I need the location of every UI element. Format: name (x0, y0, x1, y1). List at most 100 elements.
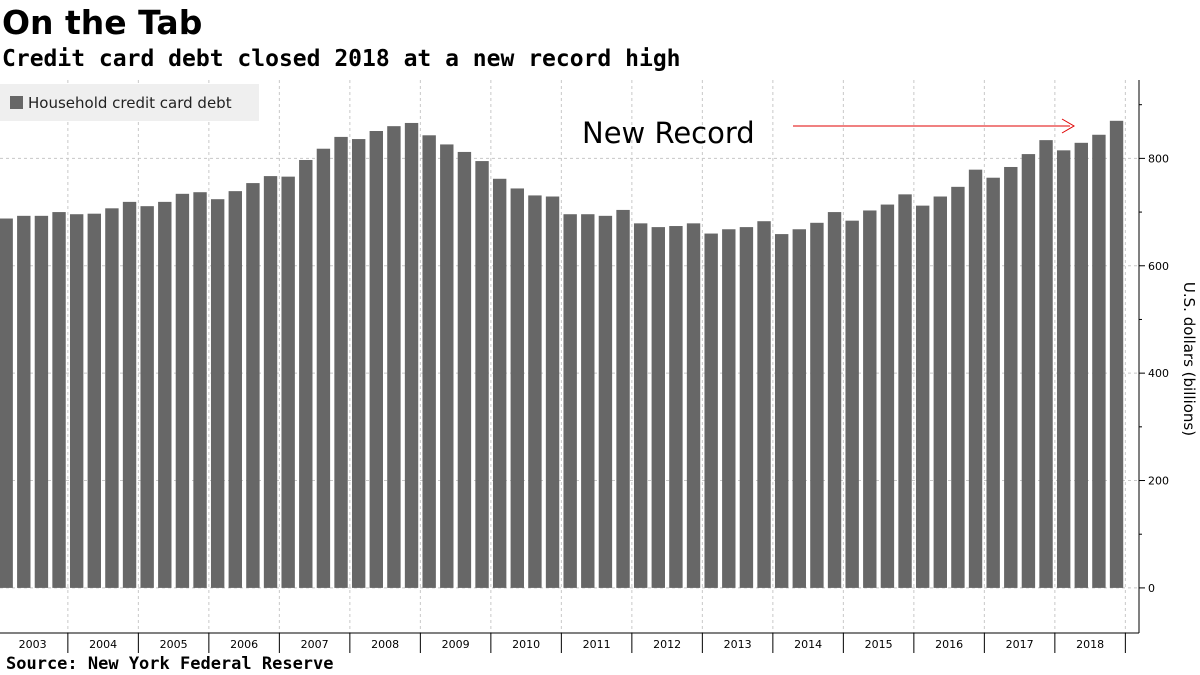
bar (457, 151, 472, 588)
x-tick-label: 2008 (371, 638, 399, 651)
legend: Household credit card debt (0, 84, 259, 121)
x-tick-label: 2004 (89, 638, 117, 651)
bar (299, 159, 313, 588)
bar (757, 221, 771, 588)
bar (17, 215, 31, 588)
bar (52, 212, 66, 588)
annotation: New Record (582, 116, 1075, 150)
bar (915, 205, 930, 588)
bar (510, 188, 524, 588)
x-tick-label: 2016 (935, 638, 963, 651)
bar (1021, 154, 1036, 588)
bar (845, 220, 859, 588)
bar (651, 227, 665, 588)
bar (792, 229, 806, 588)
bar (933, 196, 947, 588)
bar (598, 215, 613, 588)
bar (880, 204, 895, 588)
bar (492, 178, 507, 588)
bar (69, 214, 84, 588)
bar (422, 135, 436, 588)
x-tick-label: 2009 (442, 638, 470, 651)
bar (246, 183, 260, 588)
bar (898, 194, 912, 588)
bar (810, 222, 824, 588)
bar (1039, 140, 1053, 588)
y-tick-label: 400 (1148, 367, 1169, 380)
bar (351, 139, 366, 588)
bar (404, 122, 419, 588)
annotation-text: New Record (582, 116, 755, 150)
bar (827, 212, 842, 588)
bar (528, 195, 542, 588)
annotation-arrowhead-icon (1061, 118, 1075, 134)
bar (281, 176, 295, 588)
bar (968, 169, 983, 588)
bar (440, 144, 454, 588)
bar (616, 209, 630, 588)
bar (228, 191, 242, 588)
x-tick-label: 2018 (1076, 638, 1104, 651)
source-note: Source: New York Federal Reserve (6, 654, 334, 674)
y-tick-label: 800 (1148, 152, 1169, 165)
bar (581, 214, 595, 588)
x-tick-label: 2010 (512, 638, 540, 651)
bar (563, 214, 577, 588)
x-tick-label: 2012 (653, 638, 681, 651)
y-tick-label: 600 (1148, 260, 1169, 273)
grid-lines (0, 80, 1139, 633)
x-tick-label: 2011 (583, 638, 611, 651)
bar (633, 223, 648, 588)
bar (1109, 120, 1124, 588)
bar (122, 201, 137, 588)
bar (334, 136, 348, 588)
y-axis-label: U.S. dollars (billions) (1180, 282, 1198, 436)
bar (0, 218, 13, 588)
bar (210, 199, 225, 588)
bar (863, 210, 877, 588)
bar (387, 126, 401, 588)
bar (263, 176, 278, 588)
bar (739, 227, 754, 588)
chart-title: On the Tab (2, 3, 203, 42)
legend-background (0, 84, 259, 121)
bar (34, 215, 49, 588)
bar (175, 193, 190, 588)
bar (704, 233, 718, 588)
bar (369, 131, 383, 588)
legend-swatch (10, 96, 23, 109)
bars (0, 120, 1124, 588)
bar (105, 208, 119, 588)
legend-label: Household credit card debt (28, 94, 232, 112)
axes: 0 200 400 600 800 2003 2004 2005 2006 2007 2008 200… (0, 80, 1169, 653)
x-tick-label: 2015 (865, 638, 893, 651)
y-tick-label: 0 (1148, 582, 1155, 595)
x-tick-label: 2003 (19, 638, 47, 651)
bar (87, 213, 101, 588)
bar (951, 186, 965, 588)
y-tick-label: 200 (1148, 475, 1169, 488)
bar (686, 223, 701, 588)
x-tick-label: 2014 (794, 638, 822, 651)
bar (1074, 142, 1088, 588)
bar (193, 192, 207, 588)
x-tick-label: 2013 (724, 638, 752, 651)
bar (545, 196, 560, 588)
chart-subtitle: Credit card debt closed 2018 at a new re… (2, 46, 681, 72)
x-tick-label: 2017 (1006, 638, 1034, 651)
bar (774, 234, 789, 588)
bar (158, 201, 172, 588)
bar (1004, 166, 1018, 588)
x-tick-label: 2005 (160, 638, 188, 651)
bar (669, 226, 683, 588)
bar (316, 148, 331, 588)
x-tick-label: 2006 (230, 638, 258, 651)
bar (140, 206, 154, 588)
bar (1056, 150, 1071, 588)
bar (722, 229, 736, 588)
bar (1092, 134, 1106, 588)
x-tick-label: 2007 (301, 638, 329, 651)
bar (986, 177, 1000, 588)
bar (475, 161, 489, 588)
